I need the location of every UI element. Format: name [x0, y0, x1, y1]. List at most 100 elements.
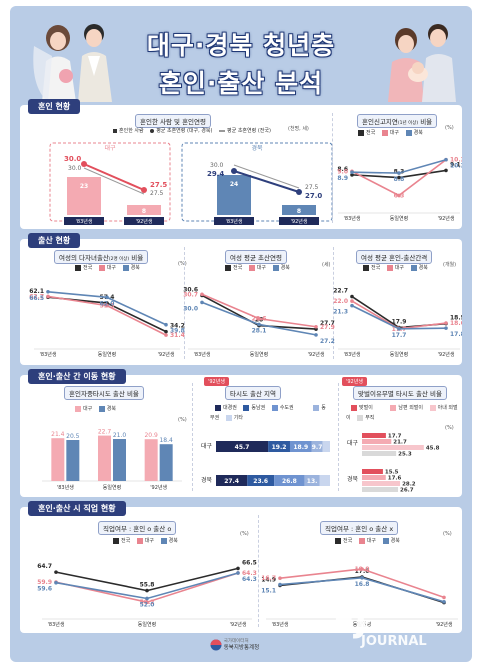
- multichild-line-chart: '83년생동일연령'92년생62.157.434.262.755.331.466…: [29, 288, 185, 358]
- legend-swatch: [363, 264, 369, 271]
- data-label: 66.5: [29, 295, 44, 302]
- divider: [332, 113, 333, 223]
- data-label: 55.3: [100, 303, 115, 310]
- data-label: 9.0: [337, 168, 348, 175]
- x-tick-label: 동일연령: [390, 215, 408, 222]
- legend-swatch: [75, 264, 81, 271]
- delay-line-chart: '83년생동일연령'92년생8.68.39.19.06.310.38.98.81…: [337, 157, 462, 222]
- nat-line: [83, 167, 145, 195]
- value-label: 27.5: [150, 181, 167, 189]
- legend-item: 맞벌이: [359, 405, 373, 411]
- x-label: '83년생: [226, 218, 243, 225]
- legend-swatch: [405, 129, 412, 136]
- data-point: [397, 193, 401, 198]
- legend-item: 전국: [121, 538, 131, 544]
- x-tag: [214, 217, 254, 225]
- footer: 국가데이터처 동북지방통계청: [210, 638, 259, 651]
- section-birth: 출산 현황 여성의 다자녀출산(2명 이상) 비율 (%) 전국 대구 경북 여…: [20, 233, 462, 365]
- data-label: 10.3: [450, 157, 462, 164]
- data-label: 62.0: [100, 300, 115, 307]
- data-label: 59.9: [37, 579, 52, 586]
- legend-item: 대구: [389, 130, 399, 136]
- divider: [184, 247, 185, 359]
- legend-item: 수도권: [279, 405, 294, 411]
- legend-item: 무직: [365, 415, 375, 421]
- legend-swatch: [351, 404, 357, 411]
- data-point: [444, 326, 448, 330]
- bar: [113, 439, 126, 481]
- legend: 전국 대구 경북: [220, 264, 290, 271]
- stack-segment: [304, 475, 320, 486]
- legend-swatch: [98, 264, 105, 271]
- legend-swatch: [225, 264, 231, 271]
- legend-item: 기타: [233, 415, 243, 421]
- x-tick-label: '83년생: [344, 215, 361, 222]
- data-point: [145, 600, 149, 605]
- data-label: 9.1: [450, 161, 461, 168]
- move-bar-chart: '83년생 21.4 20.5 동일연령 22.7 21.0 '92년생 20.918.4: [42, 429, 182, 491]
- legend-item: 경북: [413, 130, 423, 136]
- legend-item: 대구: [83, 406, 93, 412]
- x-tag: [64, 217, 104, 225]
- value-label: 30.0: [210, 162, 224, 169]
- family-illustration: [388, 24, 456, 102]
- panel-title: 직업여부 : 혼인 o 출산 x: [320, 521, 399, 535]
- data-point: [360, 576, 364, 580]
- infographic-page: 대구·경북 청년층 혼인·출산 분석 혼인 현황 혼인한 사람 및 혼인연령 (…: [10, 6, 472, 662]
- legend-swatch: [225, 414, 232, 421]
- title-line1: 대구·경북 청년층: [146, 31, 336, 60]
- data-point: [236, 571, 240, 575]
- panel-title: 맞벌이유무별 타시도 출산 비율: [353, 386, 447, 400]
- legend: 혼인한 사람 평균 초혼연령 (대구, 경북) 평균 초혼연령 (전국): [108, 127, 271, 134]
- legend: 맞벌이 남편 외벌이 아내 외벌이 무직: [346, 403, 458, 423]
- x-tick-label: 동일연령: [250, 351, 268, 358]
- bar-label: 22.7: [98, 429, 112, 436]
- data-label: 59.6: [37, 586, 52, 593]
- legend-item: 혼인한 사람: [119, 128, 144, 134]
- legend-swatch: [122, 264, 129, 271]
- stack-segment: [216, 441, 269, 452]
- legend-swatch: [429, 404, 436, 411]
- data-point: [236, 566, 240, 571]
- panel-title: 여성의 다자녀출산(2명 이상) 비율: [54, 250, 149, 264]
- legend-item: 전국: [343, 538, 353, 544]
- data-label: 18.5: [450, 315, 462, 322]
- bar-value: 23: [80, 183, 88, 190]
- bar: [144, 439, 158, 481]
- watermark-en2: JOURNAL: [361, 634, 427, 649]
- divider: [258, 515, 259, 627]
- legend-item: 아내 외벌이: [346, 405, 458, 421]
- data-point: [442, 595, 446, 600]
- bar-label: 20.5: [66, 433, 80, 440]
- row-label: 대구: [201, 442, 213, 450]
- data-point: [54, 580, 58, 585]
- x-tick-label: '83년생: [40, 351, 57, 358]
- bar: [362, 439, 392, 444]
- legend-item: 경북: [106, 406, 116, 412]
- segment-label: 23.6: [253, 478, 268, 485]
- data-label: 66.5: [242, 559, 257, 566]
- data-point: [278, 576, 282, 580]
- bar: [51, 438, 65, 481]
- stack-segment: [274, 475, 305, 486]
- data-label: 21.3: [333, 309, 348, 316]
- data-point: [397, 175, 401, 180]
- bar: [67, 177, 101, 215]
- panel-title: 혼인한 사람 및 혼인연령: [135, 114, 211, 128]
- data-label: 27.7: [320, 320, 335, 327]
- bar: [98, 435, 111, 481]
- stack-segment: [319, 475, 330, 486]
- legend-dot-icon: [150, 128, 155, 133]
- bar-label: 18.4: [159, 437, 173, 444]
- bar: [362, 469, 383, 474]
- data-label: 17.8: [450, 331, 462, 338]
- unit-label: (세): [322, 262, 331, 268]
- gb-label: 경북: [251, 145, 263, 152]
- title-line2: 혼인·출산 분석: [158, 69, 324, 98]
- panel-title: 타시도 출산 지역: [225, 386, 281, 400]
- unit-label: (개월): [443, 262, 457, 268]
- x-tick-label: '83년생: [48, 621, 65, 628]
- legend-item: 전국: [366, 130, 376, 136]
- legend-item: 경북: [168, 538, 178, 544]
- value-label: 30.0: [68, 165, 82, 172]
